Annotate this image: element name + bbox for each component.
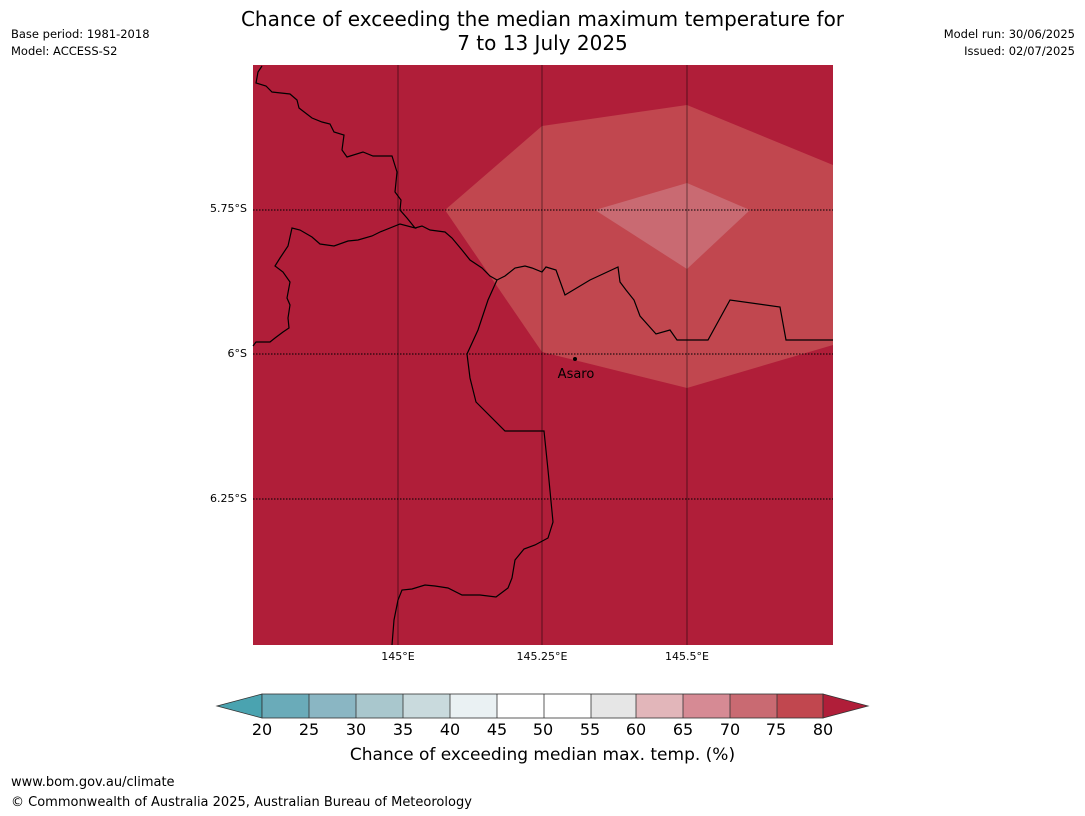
title-line-2: 7 to 13 July 2025: [457, 31, 628, 55]
model-name-text: Model: ACCESS-S2: [11, 44, 118, 58]
colorbar-segment-45-50: [497, 694, 544, 718]
colorbar-segment-25-30: [309, 694, 356, 718]
colorbar-label: Chance of exceeding median max. temp. (%…: [349, 745, 736, 765]
grid-lines: [253, 65, 833, 645]
colorbar-segment-75-80: [777, 694, 823, 718]
colorbar-tick-35: 35: [392, 720, 414, 739]
colorbar-tick-75: 75: [765, 720, 787, 739]
model-info: Base period: 1981-2018 Model: ACCESS-S2: [11, 26, 150, 60]
place-label-asaro: Asaro: [558, 367, 595, 382]
colorbar-tick-45: 45: [486, 720, 508, 739]
run-info: Model run: 30/06/2025 Issued: 02/07/2025: [944, 26, 1075, 60]
map-title: Chance of exceeding the median maximum t…: [200, 7, 885, 55]
colorbar-segment-70-75: [730, 694, 777, 718]
border-lines: [252, 65, 833, 646]
lon-label-145-5e: 145.5°E: [665, 650, 709, 663]
lat-label-5-75s: 5.75°S: [210, 202, 247, 215]
colorbar-segment-55-60: [591, 694, 636, 718]
colorbar-tick-20: 20: [251, 720, 273, 739]
colorbar-tick-50: 50: [532, 720, 554, 739]
colorbar-segment-35-40: [403, 694, 450, 718]
title-line-1: Chance of exceeding the median maximum t…: [240, 7, 845, 31]
lon-label-145e: 145°E: [381, 650, 415, 663]
lat-label-6s: 6°S: [227, 347, 247, 360]
colorbar-high-arrow: [822, 693, 870, 719]
colorbar-segment-20-25: [262, 694, 309, 718]
issued-date-text: Issued: 02/07/2025: [964, 44, 1075, 58]
lat-label-6-25s: 6.25°S: [210, 492, 247, 505]
probability-zone-70: [595, 183, 750, 269]
model-run-text: Model run: 30/06/2025: [943, 27, 1075, 41]
colorbar-segment-30-35: [356, 694, 403, 718]
lon-label-145-25e: 145.25°E: [516, 650, 568, 663]
colorbar-frame: [261, 693, 824, 719]
colorbar-segment-40-45: [450, 694, 497, 718]
colorbar-tick-25: 25: [298, 720, 320, 739]
colorbar-tick-40: 40: [439, 720, 461, 739]
colorbar-tick-55: 55: [579, 720, 601, 739]
colorbar-tick-80: 80: [812, 720, 834, 739]
asaro-marker-icon: [573, 357, 577, 361]
colorbar-tick-65: 65: [672, 720, 694, 739]
colorbar-tick-30: 30: [345, 720, 367, 739]
base-period-text: Base period: 1981-2018: [11, 27, 150, 41]
colorbar-low-arrow: [215, 693, 263, 719]
colorbar-dividers: [308, 694, 778, 718]
colorbar-segment-60-65: [636, 694, 683, 718]
footer-url: www.bom.gov.au/climate: [11, 775, 175, 790]
colorbar-tick-60: 60: [625, 720, 647, 739]
colorbar-segment-50-55: [544, 694, 591, 718]
colorbar-segment-65-70: [683, 694, 730, 718]
colorbar-tick-70: 70: [719, 720, 741, 739]
footer-copyright: © Commonwealth of Australia 2025, Austra…: [11, 795, 472, 810]
